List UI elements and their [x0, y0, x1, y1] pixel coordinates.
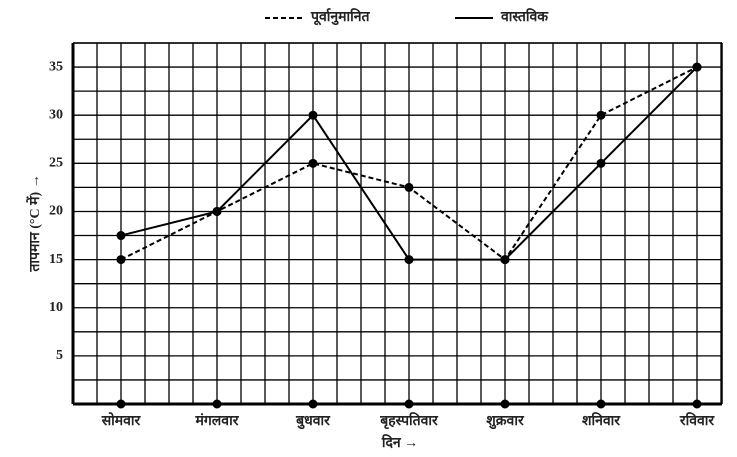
x-tick-label: शुक्रवार — [486, 414, 525, 430]
axis-dot — [404, 399, 414, 409]
axis-dot — [212, 399, 222, 409]
point — [116, 255, 126, 265]
point — [404, 255, 414, 265]
y-tick-label: 5 — [56, 348, 63, 363]
axis-dot — [500, 399, 510, 409]
point — [692, 62, 702, 72]
x-tick-label: मंगलवार — [195, 413, 240, 429]
axis-dot — [692, 399, 702, 409]
y-tick-label: 30 — [49, 107, 63, 122]
x-axis-label: दिन → — [381, 434, 418, 451]
y-tick-label: 15 — [49, 252, 63, 267]
point — [212, 206, 222, 216]
axis-dot — [308, 399, 318, 409]
x-tick-label: सोमवार — [101, 412, 142, 429]
y-tick-label: 20 — [49, 204, 63, 219]
y-tick-label: 25 — [49, 156, 63, 171]
x-tick-label: शनिवार — [582, 412, 621, 429]
y-tick-label: 10 — [49, 300, 63, 315]
point — [500, 255, 510, 265]
legend-label: वास्तविक — [500, 8, 549, 25]
y-tick-label: 35 — [49, 59, 63, 74]
point — [596, 110, 606, 120]
point — [116, 231, 126, 241]
point — [404, 182, 414, 192]
x-tick-label: रविवार — [679, 412, 716, 429]
x-tick-label: बृहस्पतिवार — [379, 412, 439, 430]
x-tick-label: बुधवार — [295, 414, 331, 430]
point — [308, 110, 318, 120]
point — [596, 158, 606, 168]
point — [308, 158, 318, 168]
legend-label: पूर्वानुमानित — [310, 8, 371, 26]
axis-dot — [596, 399, 606, 409]
axis-dot — [116, 399, 126, 409]
y-axis-label: तापमान (°C में) → — [26, 174, 43, 272]
